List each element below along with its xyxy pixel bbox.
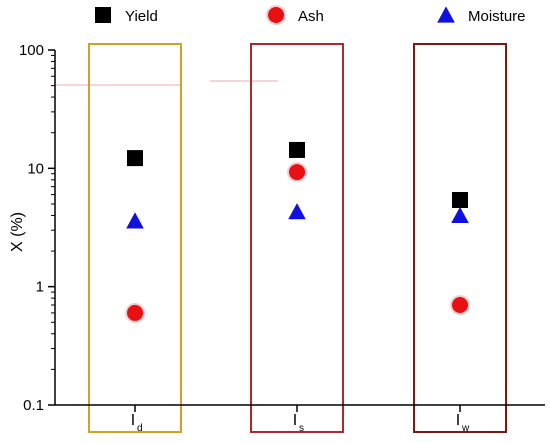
category-box-w: [413, 43, 507, 433]
x-tick-label-subscript: s: [299, 423, 304, 434]
y-tick-label: 100: [19, 42, 44, 59]
legend-label-yield: Yield: [125, 8, 158, 25]
y-tick-label: 0.1: [23, 397, 44, 414]
point-ash-d: [127, 304, 143, 321]
legend-label-ash: Ash: [298, 8, 324, 25]
x-tick-label-subscript: w: [461, 423, 470, 434]
y-tick-label: 1: [36, 279, 44, 296]
x-tick-label: I: [293, 412, 297, 429]
y-axis-title: X (%): [9, 212, 26, 252]
point-moisture-d: [126, 212, 144, 229]
legend: Yield Ash Moisture: [95, 5, 526, 25]
x-tick-label-subscript: d: [137, 423, 143, 434]
point-ash-w: [452, 296, 468, 313]
legend-marker-yield: [95, 7, 111, 23]
axes: [54, 50, 545, 406]
legend-label-moisture: Moisture: [468, 8, 526, 25]
point-yield-w: [452, 192, 468, 209]
category-box-d: [88, 43, 182, 433]
point-yield-s: [289, 141, 305, 158]
category-boxes: [88, 43, 507, 433]
category-box-s: [250, 43, 344, 433]
point-moisture-s: [288, 203, 306, 220]
legend-marker-ash: [268, 7, 284, 23]
decor-layer: [55, 80, 278, 86]
point-ash-s: [289, 164, 305, 181]
point-yield-d: [127, 150, 143, 167]
y-ticks: 0.1 1 10 100: [19, 42, 55, 414]
y-tick-label: 10: [27, 160, 44, 177]
data-points: [125, 141, 470, 323]
point-moisture-w: [451, 206, 469, 224]
x-tick-label: I: [131, 412, 135, 429]
x-tick-label: I: [456, 412, 460, 429]
legend-marker-moisture: [437, 6, 455, 23]
